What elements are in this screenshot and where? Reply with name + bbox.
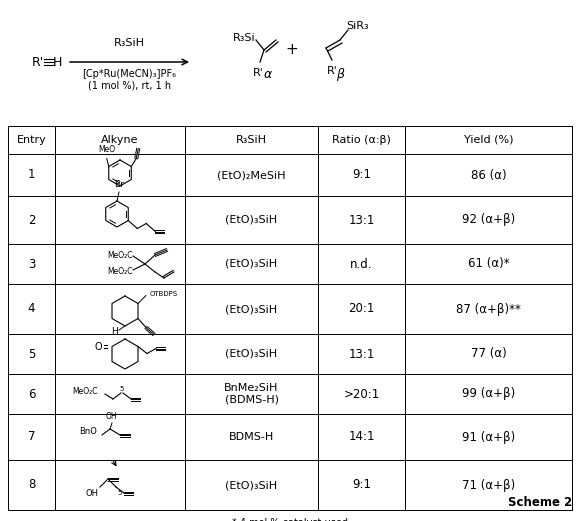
Text: (1 mol %), rt, 1 h: (1 mol %), rt, 1 h	[88, 80, 171, 90]
Text: 20:1: 20:1	[348, 303, 375, 316]
Text: BDMS-H: BDMS-H	[229, 432, 274, 442]
Text: R₃Si: R₃Si	[234, 33, 256, 43]
Text: 86 (α): 86 (α)	[471, 168, 507, 181]
Text: >20:1: >20:1	[343, 388, 380, 401]
Text: 77 (α): 77 (α)	[471, 348, 507, 361]
Text: Entry: Entry	[16, 135, 46, 145]
Text: +: +	[286, 43, 298, 57]
Text: 13:1: 13:1	[348, 214, 375, 227]
Text: (EtO)₃SiH: (EtO)₃SiH	[225, 215, 278, 225]
Text: (EtO)₃SiH: (EtO)₃SiH	[225, 304, 278, 314]
Text: OTBDPS: OTBDPS	[150, 291, 178, 296]
Text: R': R'	[326, 66, 338, 76]
Text: 91 (α+β): 91 (α+β)	[462, 430, 515, 443]
Text: OH: OH	[105, 412, 117, 421]
Text: R₃SiH: R₃SiH	[236, 135, 267, 145]
Text: (EtO)₃SiH: (EtO)₃SiH	[225, 259, 278, 269]
Text: (BDMS-H): (BDMS-H)	[224, 395, 278, 405]
Text: 13:1: 13:1	[348, 348, 375, 361]
Text: Yield (%): Yield (%)	[464, 135, 513, 145]
Text: 1: 1	[28, 168, 35, 181]
Text: 14:1: 14:1	[348, 430, 375, 443]
Text: 71 (α+β): 71 (α+β)	[462, 478, 515, 491]
Text: 99 (α+β): 99 (α+β)	[462, 388, 515, 401]
Text: 9:1: 9:1	[352, 168, 371, 181]
Text: R': R'	[32, 56, 44, 68]
Text: β: β	[336, 68, 344, 81]
Text: 61 (α)*: 61 (α)*	[468, 257, 510, 270]
Text: H: H	[112, 328, 119, 337]
Text: 5: 5	[118, 490, 122, 496]
Text: MeO: MeO	[98, 145, 115, 155]
Text: H: H	[52, 56, 62, 68]
Text: BnO: BnO	[79, 427, 97, 436]
Text: α: α	[264, 68, 272, 81]
Text: Scheme 2: Scheme 2	[508, 496, 572, 509]
Text: Alkyne: Alkyne	[101, 135, 139, 145]
Text: (EtO)₂MeSiH: (EtO)₂MeSiH	[217, 170, 286, 180]
Text: Ratio (α:β): Ratio (α:β)	[332, 135, 391, 145]
Text: MeO₂C: MeO₂C	[72, 388, 98, 396]
Text: (EtO)₃SiH: (EtO)₃SiH	[225, 480, 278, 490]
Text: MeO₂C: MeO₂C	[107, 267, 133, 276]
Text: [Cp*Ru(MeCN)₃]PF₆: [Cp*Ru(MeCN)₃]PF₆	[83, 69, 177, 79]
Text: Br: Br	[114, 180, 124, 189]
Text: 7: 7	[28, 430, 35, 443]
Text: 92 (α+β): 92 (α+β)	[462, 214, 515, 227]
Text: 2: 2	[28, 214, 35, 227]
Text: R₃SiH: R₃SiH	[114, 38, 145, 48]
Text: OH: OH	[86, 489, 99, 498]
Text: 5: 5	[120, 386, 124, 392]
Text: R': R'	[252, 68, 264, 78]
Text: O: O	[94, 341, 102, 352]
Text: 4: 4	[28, 303, 35, 316]
Text: 6: 6	[28, 388, 35, 401]
Text: 87 (α+β)**: 87 (α+β)**	[456, 303, 521, 316]
Text: 9:1: 9:1	[352, 478, 371, 491]
Text: 5: 5	[28, 348, 35, 361]
Text: 8: 8	[28, 478, 35, 491]
Text: MeO₂C: MeO₂C	[107, 251, 133, 259]
Text: SiR₃: SiR₃	[347, 21, 369, 31]
Text: * 4 mol % catalyst used: * 4 mol % catalyst used	[232, 518, 348, 521]
Text: BnMe₂SiH: BnMe₂SiH	[224, 383, 279, 393]
Text: (EtO)₃SiH: (EtO)₃SiH	[225, 349, 278, 359]
Text: 3: 3	[28, 257, 35, 270]
Text: n.d.: n.d.	[350, 257, 373, 270]
